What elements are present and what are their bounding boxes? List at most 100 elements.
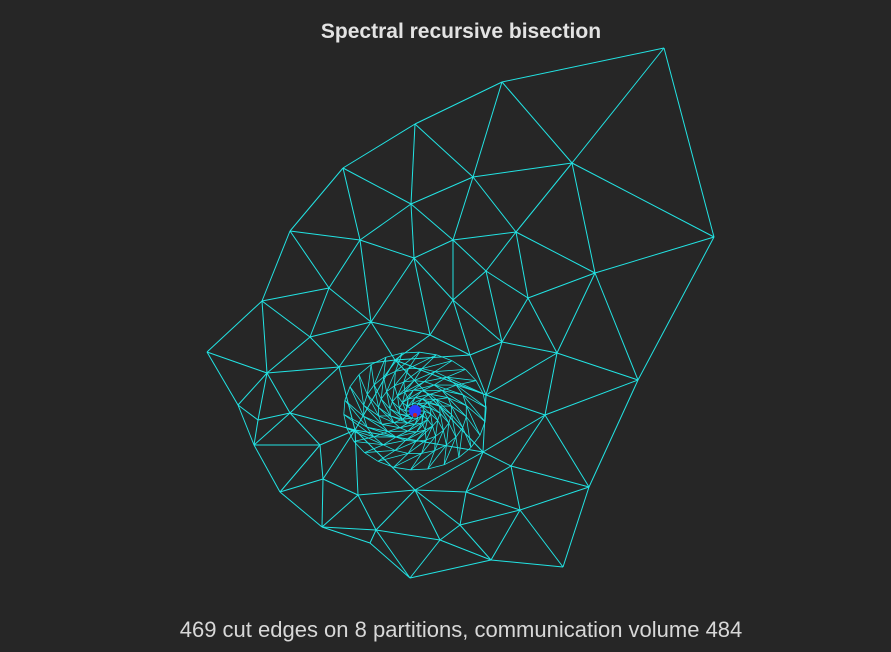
mesh-edge xyxy=(439,406,441,414)
mesh-edge xyxy=(405,429,426,441)
mesh-edge xyxy=(357,489,416,496)
mesh-edge xyxy=(413,257,431,336)
mesh-edge xyxy=(429,299,454,336)
mesh-edge xyxy=(456,380,477,386)
mesh-edge xyxy=(429,390,443,395)
mesh-edge xyxy=(459,524,492,561)
mesh-edge xyxy=(466,405,486,423)
mesh-edge xyxy=(402,389,414,403)
mesh-edge xyxy=(429,334,471,356)
mesh-edge xyxy=(470,435,481,448)
mesh-edge xyxy=(377,450,396,462)
mesh-edge xyxy=(366,394,379,408)
mesh-edge xyxy=(485,352,558,396)
mesh-edge xyxy=(415,439,427,442)
mesh-edge xyxy=(289,366,340,414)
mesh-edge xyxy=(395,351,420,372)
mesh-edge xyxy=(261,300,268,374)
mesh-edge xyxy=(452,231,517,241)
mesh-edge xyxy=(279,478,324,493)
mesh-edge xyxy=(366,364,372,395)
mesh-edge xyxy=(377,453,409,462)
mesh-edge xyxy=(402,351,420,354)
mesh-edge xyxy=(390,415,409,424)
mesh-edge xyxy=(421,410,425,424)
mesh-edge xyxy=(363,416,368,428)
mesh-edge xyxy=(266,372,291,414)
mesh-edge xyxy=(369,542,411,579)
mesh-edge xyxy=(430,413,433,427)
mesh-edge xyxy=(421,450,435,454)
mesh-edge xyxy=(338,321,372,368)
mesh-edge xyxy=(588,379,639,488)
mesh-edge xyxy=(544,414,590,488)
mesh-edge xyxy=(416,419,428,433)
mesh-edge xyxy=(380,398,391,417)
mesh-edge xyxy=(515,231,529,299)
mesh-edge xyxy=(370,356,387,365)
mesh-edge xyxy=(446,376,484,394)
mesh-edge xyxy=(501,81,573,164)
mesh-edge xyxy=(452,270,487,301)
mesh-edge xyxy=(479,421,486,436)
mesh-edge xyxy=(412,398,423,405)
mesh-edge xyxy=(363,404,379,417)
mesh-edge xyxy=(386,391,391,409)
mesh-edge xyxy=(446,436,457,446)
mesh-edge xyxy=(501,47,665,83)
mesh-edge xyxy=(399,427,409,432)
mesh-edge xyxy=(410,176,474,205)
mesh-edge xyxy=(482,451,512,467)
mesh-edge xyxy=(253,419,259,446)
mesh-edge xyxy=(289,230,330,289)
mesh-edge xyxy=(402,417,413,420)
mesh-edge xyxy=(451,360,466,370)
mesh-edge xyxy=(403,380,415,383)
mesh-edge xyxy=(206,351,268,374)
mesh-edge xyxy=(490,509,521,561)
mesh-edge xyxy=(459,491,467,526)
mesh-edge xyxy=(435,399,452,407)
mesh-edge xyxy=(430,407,439,421)
mesh-edge xyxy=(383,352,403,378)
mesh-edge xyxy=(465,451,484,493)
mesh-edge xyxy=(407,417,413,424)
mesh-edge xyxy=(447,397,452,407)
mesh-edge xyxy=(443,457,460,466)
mesh-edge xyxy=(349,374,360,387)
mesh-edge xyxy=(455,384,487,408)
mesh-edge xyxy=(381,423,401,429)
mesh-edge xyxy=(441,390,449,398)
mesh-edge xyxy=(393,418,403,423)
mesh-edge xyxy=(465,405,481,436)
mesh-edge xyxy=(465,491,521,511)
mesh-edge xyxy=(380,376,384,400)
mesh-edge xyxy=(462,416,467,428)
mesh-edge xyxy=(369,529,377,544)
mesh-edge xyxy=(364,444,384,453)
mesh-edge xyxy=(455,437,460,458)
mesh-edge xyxy=(447,397,467,417)
mesh-edge xyxy=(397,395,403,403)
mesh-edge xyxy=(439,413,450,424)
mesh-edge xyxy=(395,431,417,438)
mesh-edge xyxy=(510,465,590,488)
mesh-edge xyxy=(465,416,472,448)
mesh-edge xyxy=(373,384,382,400)
mesh-edge xyxy=(432,420,438,427)
mesh-edge xyxy=(490,559,564,568)
mesh-edge xyxy=(427,444,447,470)
mesh-edge xyxy=(413,384,435,391)
mesh-edge xyxy=(366,426,375,438)
mesh-edge xyxy=(358,374,368,395)
mesh-edge xyxy=(375,489,416,531)
mesh-edge xyxy=(383,357,387,378)
mesh-edge xyxy=(328,239,361,289)
mesh-edge xyxy=(424,371,436,382)
mesh-edge xyxy=(409,539,441,579)
mesh-edge xyxy=(353,441,365,453)
mesh-edge xyxy=(358,364,372,375)
mesh-edge xyxy=(482,393,487,408)
mesh-edge xyxy=(484,407,487,422)
mesh-edge xyxy=(403,381,406,392)
